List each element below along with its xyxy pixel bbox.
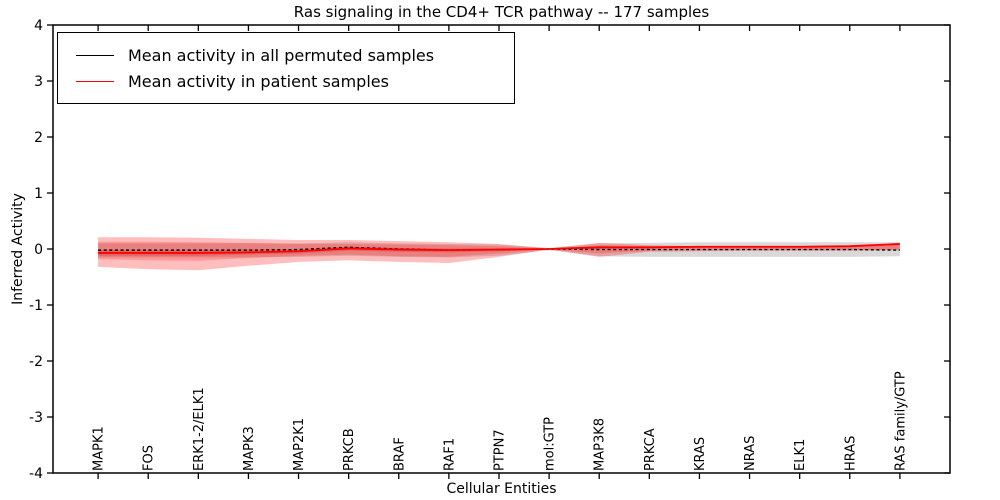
legend-item-patient: Mean activity in patient samples	[68, 68, 500, 94]
x-axis-label: Cellular Entities	[446, 481, 557, 497]
legend-label-permuted: Mean activity in all permuted samples	[128, 45, 435, 65]
x-entity-label: MAP3K8	[593, 418, 608, 471]
chart-title: Ras signaling in the CD4+ TCR pathway --…	[293, 3, 710, 21]
band-patient-spread-mid	[98, 241, 900, 261]
y-tick-label: -4	[29, 466, 43, 482]
x-entity-label: BRAF	[392, 437, 407, 471]
y-tick-label: -2	[29, 354, 43, 370]
x-entity-label: PRKCA	[643, 428, 658, 471]
line-patient-mean	[98, 243, 900, 254]
y-tick-label: 2	[34, 130, 43, 146]
x-entity-label: MAPK3	[242, 426, 257, 471]
x-entity-label: RAF1	[442, 438, 457, 471]
y-tick-label: 3	[34, 74, 43, 90]
x-entity-label: ERK1-2/ELK1	[192, 387, 207, 471]
x-entity-label: mol:GTP	[543, 417, 558, 471]
legend: Mean activity in all permuted samples Me…	[57, 32, 515, 104]
band-patient-spread-outer	[98, 237, 900, 271]
y-tick-label: 4	[34, 18, 43, 34]
y-tick-label: -3	[29, 410, 43, 426]
x-entity-label: MAP2K1	[292, 418, 307, 471]
x-entity-label: HRAS	[843, 436, 858, 471]
x-entity-label: PTPN7	[492, 429, 507, 471]
permuted-line-swatch	[76, 54, 114, 56]
y-tick-label: 1	[34, 186, 43, 202]
x-entity-label: RAS family/GTP	[893, 371, 908, 471]
x-entity-label: FOS	[142, 445, 157, 471]
legend-item-permuted: Mean activity in all permuted samples	[68, 42, 500, 68]
x-entity-label: PRKCB	[342, 428, 357, 471]
patient-line-swatch	[76, 80, 114, 82]
y-tick-label: 0	[34, 242, 43, 258]
y-axis-label: Inferred Activity	[10, 193, 26, 305]
y-tick-label: -1	[29, 298, 43, 314]
line-permuted-mean	[98, 246, 900, 251]
legend-label-patient: Mean activity in patient samples	[128, 71, 389, 91]
x-entity-label: NRAS	[743, 436, 758, 471]
x-entity-label: MAPK1	[92, 426, 107, 471]
x-entity-label: ELK1	[793, 439, 808, 471]
x-entity-label: KRAS	[693, 437, 708, 471]
